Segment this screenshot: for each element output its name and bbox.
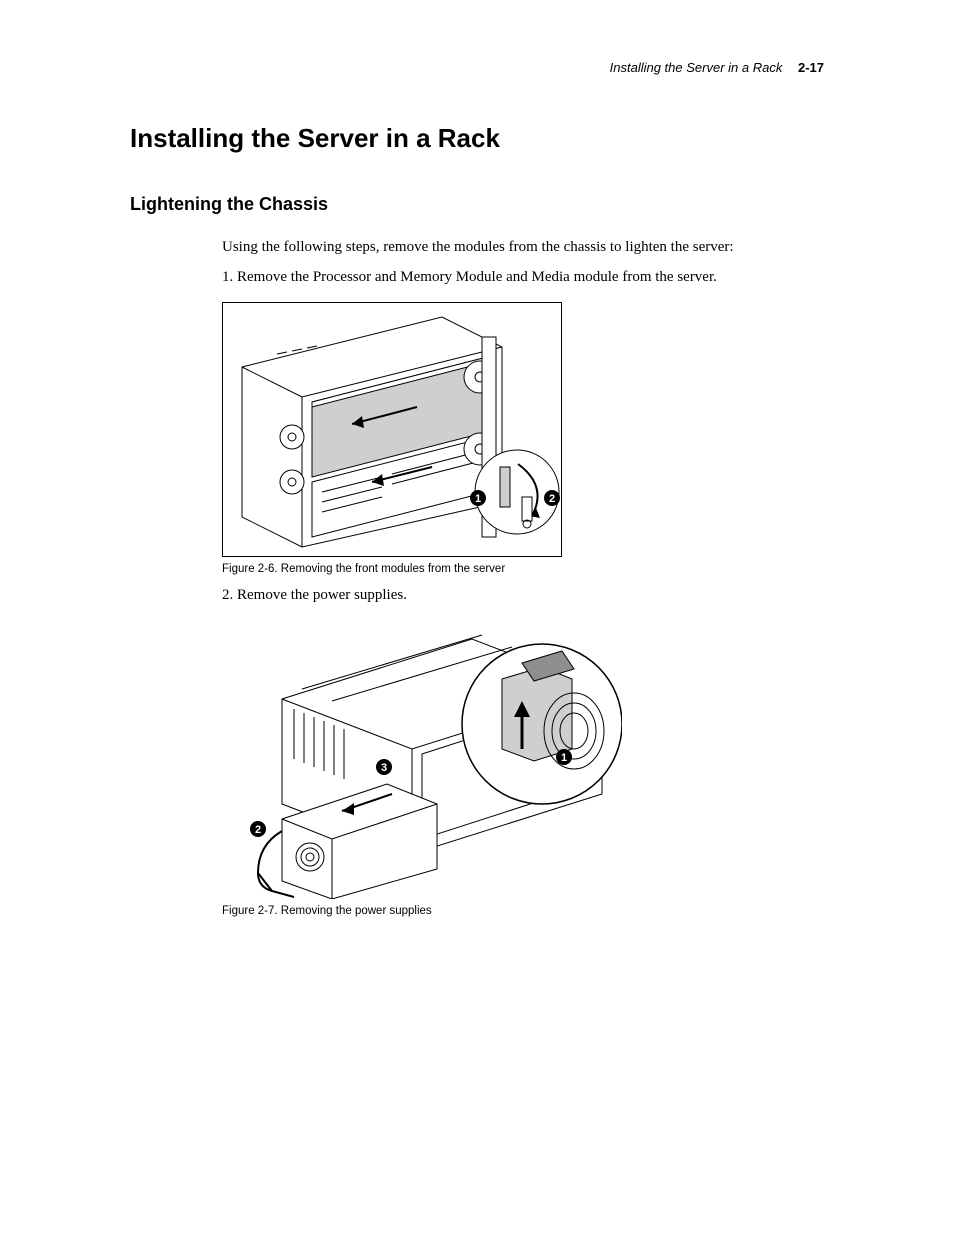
page-title: Installing the Server in a Rack bbox=[130, 123, 824, 154]
callout-b3: 3 bbox=[381, 762, 387, 774]
callout-b2: 2 bbox=[255, 824, 261, 836]
callout-1: 1 bbox=[475, 493, 481, 505]
callout-b1: 1 bbox=[561, 752, 567, 764]
step-1: 1. Remove the Processor and Memory Modul… bbox=[222, 267, 824, 287]
figure-2-7-svg: 1 2 3 bbox=[222, 619, 622, 899]
figure-2-6-caption: Figure 2-6. Removing the front modules f… bbox=[222, 563, 824, 575]
page-number: 2-17 bbox=[798, 60, 824, 75]
body: Using the following steps, remove the mo… bbox=[222, 237, 824, 917]
intro-paragraph: Using the following steps, remove the mo… bbox=[222, 237, 824, 257]
figure-2-6: 1 2 bbox=[222, 302, 824, 557]
callout-2: 2 bbox=[549, 493, 555, 505]
running-header: Installing the Server in a Rack 2-17 bbox=[130, 60, 824, 75]
step-2: 2. Remove the power supplies. bbox=[222, 585, 824, 605]
figure-2-7: 1 2 3 bbox=[222, 619, 824, 899]
figure-2-6-svg: 1 2 bbox=[222, 302, 562, 557]
page: Installing the Server in a Rack 2-17 Ins… bbox=[0, 0, 954, 987]
section-heading: Lightening the Chassis bbox=[130, 194, 824, 215]
figure-2-7-caption: Figure 2-7. Removing the power supplies bbox=[222, 905, 824, 917]
running-title: Installing the Server in a Rack bbox=[610, 60, 783, 75]
